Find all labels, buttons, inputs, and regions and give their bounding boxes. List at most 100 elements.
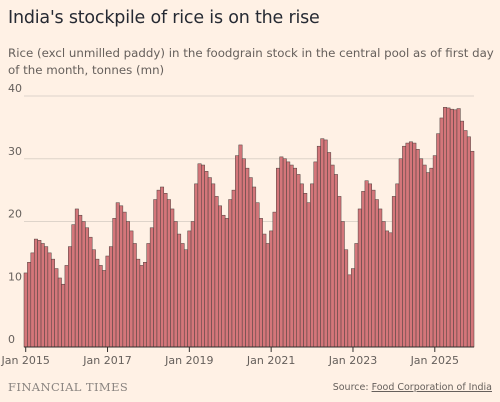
bar: [293, 167, 297, 348]
bar: [449, 108, 454, 348]
bar: [443, 107, 447, 348]
bar: [333, 174, 338, 348]
bar: [204, 171, 209, 348]
bar: [340, 221, 345, 348]
y-axis: 0 10 20 30 40: [8, 82, 22, 346]
bar: [347, 274, 352, 348]
bar: [143, 262, 147, 348]
bar: [91, 249, 96, 348]
bar: [102, 270, 107, 348]
bar: [303, 193, 308, 348]
bar: [320, 138, 325, 348]
bar: [228, 199, 233, 348]
bar: [432, 155, 437, 348]
bar: [371, 189, 376, 348]
y-tick-label: 10: [8, 270, 22, 283]
bar: [27, 262, 32, 348]
chart-subtitle: Rice (excl unmilled paddy) in the foodgr…: [8, 46, 494, 77]
bar: [248, 177, 253, 348]
bar: [47, 252, 52, 348]
bar: [146, 243, 151, 348]
bar: [235, 155, 240, 348]
bar: [388, 232, 393, 348]
bar: [402, 145, 407, 348]
bar: [398, 158, 403, 348]
bar: [98, 265, 103, 348]
bar: [296, 174, 301, 348]
bar: [85, 227, 90, 348]
bar: [282, 158, 287, 348]
bar: [415, 149, 420, 348]
bar: [78, 214, 83, 348]
bar: [201, 164, 205, 348]
bar: [429, 167, 434, 348]
bar: [453, 109, 458, 348]
bar: [364, 180, 369, 348]
bar: [337, 196, 342, 348]
bar: [115, 202, 120, 348]
x-tick-label: Jan 2023: [328, 354, 377, 367]
x-tick-label: Jan 2015: [0, 354, 49, 367]
bar: [57, 277, 62, 348]
bar: [385, 230, 390, 348]
bar: [126, 221, 130, 348]
bar: [51, 258, 55, 348]
bar: [436, 133, 441, 348]
bar: [153, 199, 158, 348]
publisher-logo: FINANCIAL TIMES: [8, 380, 129, 394]
bar: [166, 199, 171, 348]
bar: [313, 161, 318, 348]
bar: [391, 196, 396, 348]
bar: [252, 186, 257, 348]
x-axis: Jan 2015 Jan 2017 Jan 2019 Jan 2021 Jan 2023…: [0, 346, 474, 367]
bar: [136, 258, 141, 348]
x-tick-label: Jan 2021: [246, 354, 295, 367]
bar: [422, 164, 427, 348]
bar: [23, 272, 28, 348]
bar: [112, 218, 117, 348]
bar: [299, 183, 304, 348]
bar: [354, 243, 359, 348]
bar: [197, 163, 202, 348]
bar: [119, 205, 124, 348]
bar: [173, 221, 178, 348]
bar: [54, 268, 59, 348]
bar: [368, 183, 372, 348]
bar: [344, 249, 349, 348]
bar: [395, 183, 400, 348]
bar: [381, 221, 386, 348]
bar: [470, 150, 475, 348]
bar: [194, 183, 199, 348]
bar: [183, 249, 188, 348]
y-tick-label: 40: [8, 82, 22, 95]
bar: [88, 236, 93, 348]
source-link[interactable]: Food Corporation of India: [371, 382, 492, 393]
bar: [74, 208, 79, 348]
bar: [33, 238, 38, 348]
bar: [139, 265, 144, 348]
bar: [245, 167, 250, 348]
bar: [265, 243, 270, 348]
bar: [269, 230, 274, 348]
x-tick-label: Jan 2019: [164, 354, 213, 367]
bar: [351, 268, 355, 348]
bar: [132, 243, 137, 348]
bar: [276, 167, 280, 348]
bar: [241, 158, 246, 348]
bar: [95, 258, 100, 348]
bar: [163, 193, 168, 348]
bar: [262, 233, 267, 348]
bar: [71, 224, 76, 348]
bar: [40, 243, 45, 348]
bar: [187, 230, 192, 348]
bar: [231, 189, 236, 348]
bar: [439, 117, 444, 348]
bar: [255, 202, 260, 348]
y-tick-label: 0: [8, 333, 15, 346]
bar: [122, 211, 127, 348]
bar: [149, 227, 154, 348]
bar: [37, 240, 42, 348]
bar: [463, 130, 468, 348]
bar: [211, 183, 216, 348]
